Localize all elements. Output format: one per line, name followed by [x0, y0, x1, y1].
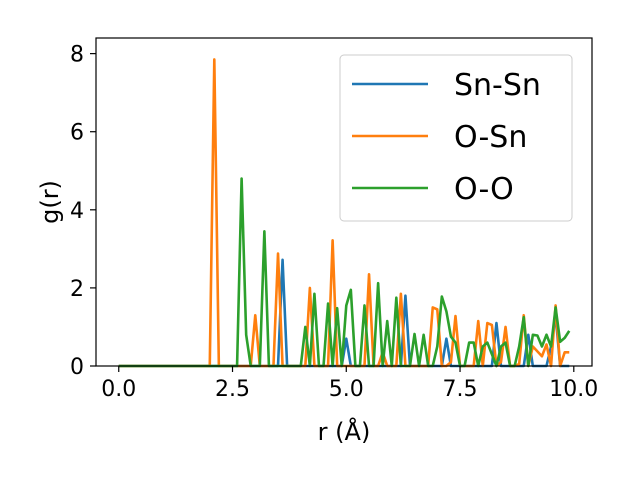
legend-label-sn-sn: Sn-Sn — [454, 68, 541, 103]
y-tick-label: 4 — [70, 199, 84, 224]
legend-label-o-sn: O-Sn — [454, 120, 527, 155]
x-axis-label: r (Å) — [318, 417, 371, 446]
y-tick-label: 6 — [70, 121, 84, 146]
legend-box — [339, 54, 573, 222]
y-tick-label: 0 — [70, 355, 84, 380]
legend-label-o-o: O-O — [454, 172, 514, 207]
x-tick-label: 5.0 — [329, 377, 364, 402]
y-tick-label: 8 — [70, 43, 84, 68]
plot-frame — [95, 37, 593, 367]
x-tick-label: 0.0 — [101, 377, 136, 402]
y-tick-label: 2 — [70, 277, 84, 302]
x-axis: 0.0 2.5 5.0 7.5 10.0 — [101, 366, 598, 402]
x-tick-label: 10.0 — [549, 377, 598, 402]
series-line-o-o — [118, 177, 571, 368]
legend: Sn-Sn O-Sn O-O — [339, 54, 573, 222]
x-tick-label: 2.5 — [215, 377, 250, 402]
x-tick-label: 7.5 — [443, 377, 478, 402]
y-axis: 0 2 4 6 8 — [70, 43, 96, 380]
y-axis-label: g(r) — [36, 180, 64, 224]
